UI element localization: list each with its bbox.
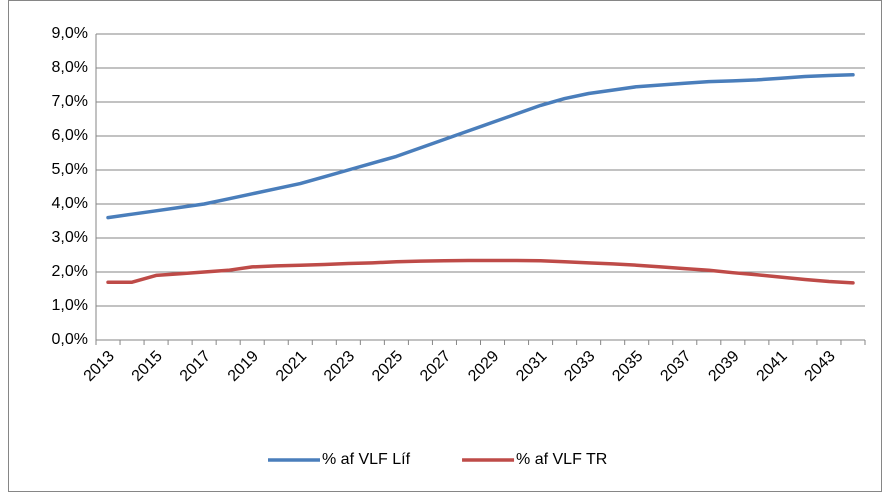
chart-frame bbox=[8, 0, 882, 492]
y-tick-label: 7,0% bbox=[52, 93, 88, 110]
y-tick-label: 5,0% bbox=[52, 161, 88, 178]
series-line bbox=[106, 258, 855, 285]
y-tick-label: 0,0% bbox=[52, 331, 88, 348]
y-tick-label: 6,0% bbox=[52, 127, 88, 144]
legend-label: % af VLF TR bbox=[516, 451, 607, 468]
y-tick-label: 8,0% bbox=[52, 59, 88, 76]
y-tick-label: 2,0% bbox=[52, 263, 88, 280]
y-tick-label: 3,0% bbox=[52, 229, 88, 246]
y-tick-label: 4,0% bbox=[52, 195, 88, 212]
y-tick-label: 9,0% bbox=[52, 25, 88, 42]
y-tick-label: 1,0% bbox=[52, 297, 88, 314]
series-line bbox=[106, 73, 855, 220]
legend-label: % af VLF Líf bbox=[322, 451, 411, 468]
